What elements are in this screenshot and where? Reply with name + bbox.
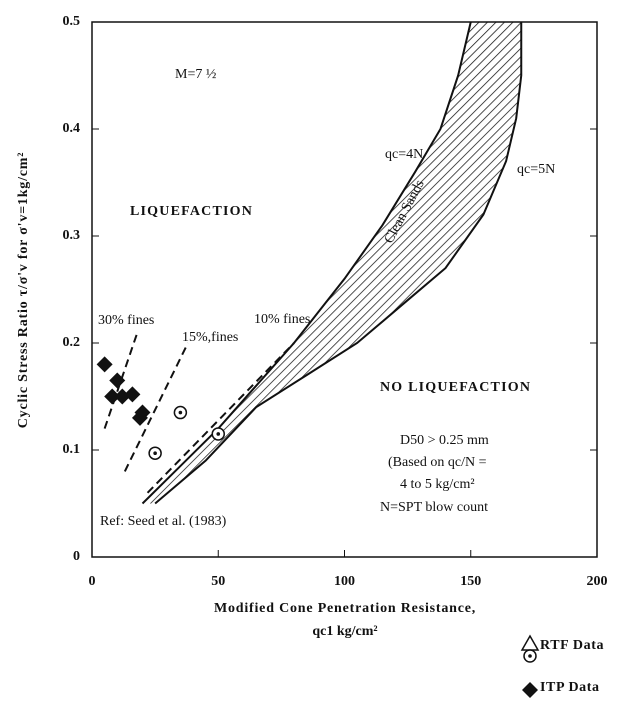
legend-label: RTF Data (540, 638, 604, 653)
point (124, 386, 141, 403)
point-dot (178, 410, 183, 415)
annotation: 4 to 5 kg/cm² (400, 477, 475, 492)
curve (123, 342, 189, 472)
annotation: NO LIQUEFACTION (380, 380, 531, 395)
curve (154, 22, 523, 505)
point (134, 404, 151, 421)
annotation: (Based on qc/N = (388, 455, 487, 470)
x-tick-label: 0 (89, 574, 96, 589)
clean-sands-band (142, 22, 522, 504)
legend-marker-dot (528, 654, 532, 658)
x-axis-label: Modified Cone Penetration Resistance, (214, 601, 476, 616)
x-axis-label: qc1 kg/cm² (312, 624, 377, 639)
y-tick-label: 0.5 (63, 14, 81, 29)
annotation: Ref: Seed et al. (1983) (100, 514, 227, 529)
y-tick-label: 0.3 (63, 228, 81, 243)
point-dot (216, 432, 221, 436)
annotation: 10% fines (254, 312, 310, 327)
x-tick-label: 50 (211, 574, 225, 589)
y-tick-label: 0 (73, 549, 80, 564)
y-axis-label: Cyclic Stress Ratio τ/σ'v for σ'v=1kg/cm… (16, 152, 31, 429)
x-tick-label: 150 (460, 574, 481, 589)
y-tick-label: 0.4 (63, 121, 81, 136)
y-tick-label: 0.1 (63, 442, 81, 457)
curve (146, 342, 295, 494)
x-tick-label: 200 (587, 574, 608, 589)
annotation: M=7 ½ (175, 67, 216, 82)
legend-triangle (520, 634, 540, 651)
y-tick-label: 0.2 (63, 335, 81, 350)
annotation: 15%,fines (182, 330, 238, 345)
legend-marker (522, 682, 538, 698)
annotation: 30% fines (98, 313, 154, 328)
annotation: LIQUEFACTION (130, 204, 253, 219)
annotation: N=SPT blow count (380, 500, 488, 515)
legend-label: ITP Data (540, 680, 600, 695)
curve (141, 21, 472, 505)
point (104, 388, 121, 405)
point (96, 356, 113, 373)
annotation: qc=4N (385, 147, 423, 162)
point-dot (153, 451, 157, 456)
curve (103, 331, 139, 429)
annotation: qc=5N (517, 162, 555, 177)
x-tick-label: 100 (334, 574, 355, 589)
point (109, 372, 126, 389)
annotation: D50 > 0.25 mm (400, 433, 489, 448)
